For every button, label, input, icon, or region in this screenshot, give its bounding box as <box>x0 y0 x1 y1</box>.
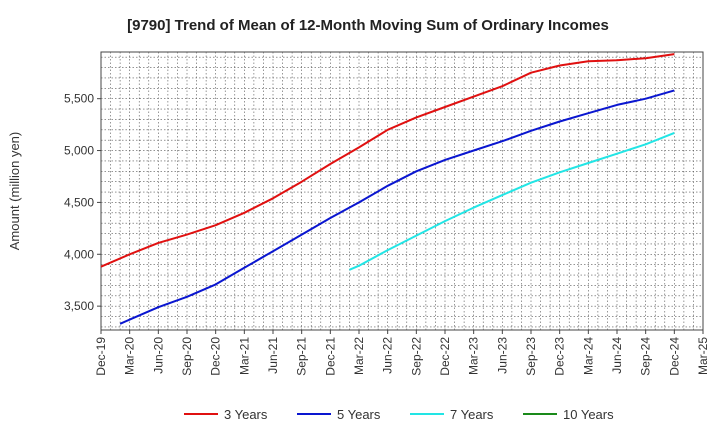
x-tick-label: Dec-21 <box>323 337 337 376</box>
series-lines <box>100 53 675 325</box>
x-tick-label: Sep-21 <box>295 337 309 376</box>
x-tick-label: Sep-23 <box>524 337 538 376</box>
x-tick-label: Mar-22 <box>352 337 366 375</box>
y-tick-label: 5,500 <box>64 92 94 106</box>
y-tick-labels: 3,500 4,000 4,500 5,000 5,500 <box>64 92 101 313</box>
x-tick-label: Sep-24 <box>639 337 653 376</box>
x-tick-label: Jun-20 <box>151 337 165 374</box>
x-tick-label: Dec-24 <box>667 337 681 376</box>
legend-label: 10 Years <box>563 407 614 422</box>
x-tick-label: Sep-20 <box>180 337 194 376</box>
chart-title: [9790] Trend of Mean of 12-Month Moving … <box>127 17 609 34</box>
legend-label: 3 Years <box>224 407 268 422</box>
y-tick-label: 4,500 <box>64 195 94 209</box>
x-tick-label: Mar-20 <box>123 337 137 375</box>
x-tick-label: Sep-22 <box>409 337 423 376</box>
series-line-3-years <box>100 53 675 268</box>
x-tick-label: Mar-21 <box>237 337 251 375</box>
x-tick-label: Dec-23 <box>553 337 567 376</box>
y-tick-label: 4,000 <box>64 247 94 261</box>
x-tick-label: Mar-23 <box>467 337 481 375</box>
y-tick-label: 3,500 <box>64 299 94 313</box>
x-tick-label: Jun-24 <box>610 337 624 374</box>
x-tick-label: Dec-20 <box>209 337 223 376</box>
x-tick-label: Jun-23 <box>495 337 509 374</box>
x-tick-labels: Dec-19 Mar-20 Jun-20 Sep-20 Dec-20 Mar-21 Jun-… <box>94 330 710 376</box>
series-line-5-years <box>119 89 675 325</box>
x-tick-label: Mar-24 <box>581 337 595 375</box>
x-tick-label: Dec-22 <box>438 337 452 376</box>
x-tick-label: Jun-21 <box>266 337 280 374</box>
y-tick-label: 5,000 <box>64 144 94 158</box>
legend: 3 Years 5 Years 7 Years 10 Years <box>184 407 614 422</box>
series-line-7-years <box>349 131 675 271</box>
x-tick-label: Dec-19 <box>94 337 108 376</box>
x-tick-label: Mar-25 <box>696 337 710 375</box>
legend-label: 7 Years <box>450 407 494 422</box>
y-axis-label: Amount (million yen) <box>7 132 22 251</box>
plot-area <box>100 51 704 331</box>
x-tick-label: Jun-22 <box>381 337 395 374</box>
legend-label: 5 Years <box>337 407 381 422</box>
